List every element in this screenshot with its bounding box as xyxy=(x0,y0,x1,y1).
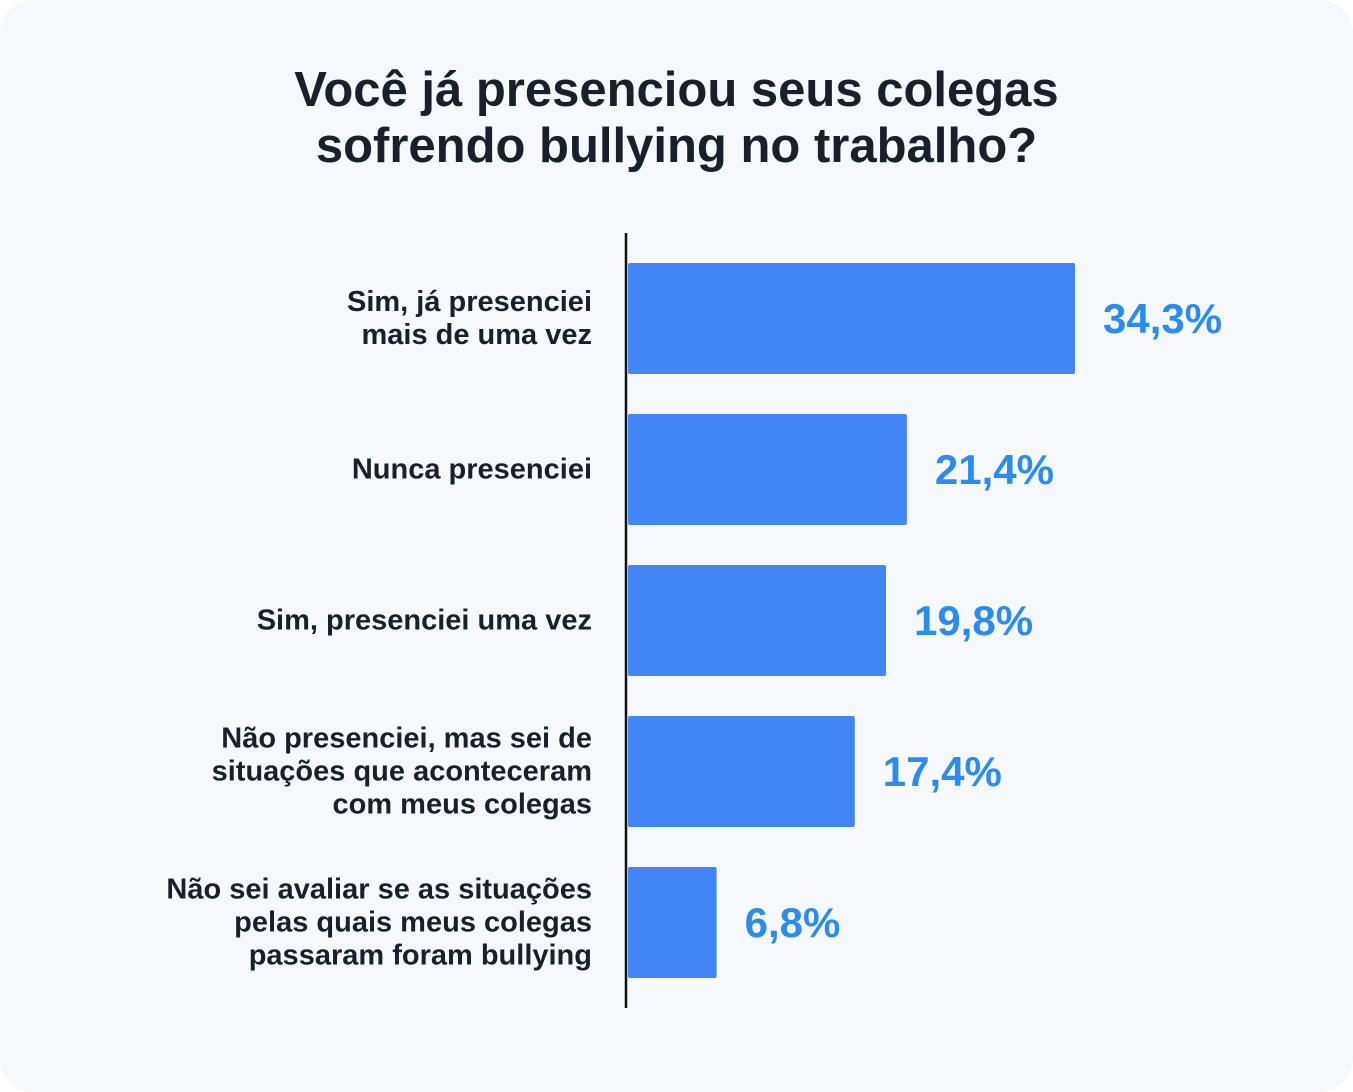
value-label-3: 19,8% xyxy=(914,597,1033,644)
value-label-4: 17,4% xyxy=(883,748,1002,795)
category-label-5-line-2: pelas quais meus colegas xyxy=(234,907,592,939)
chart-title-line-1: Você já presenciou seus colegas xyxy=(294,63,1059,117)
chart-title: Você já presenciou seus colegas sofrendo… xyxy=(0,62,1353,174)
category-label-5-line-1: Não sei avaliar se as situações xyxy=(166,874,592,906)
bar-1 xyxy=(628,263,1075,374)
bar-3 xyxy=(628,565,887,676)
category-label-1-line-2: mais de uma vez xyxy=(362,319,593,351)
bar-2 xyxy=(628,414,907,525)
category-label-1-line-1: Sim, já presenciei xyxy=(347,286,592,318)
bar-4 xyxy=(628,716,855,827)
category-label-3-line-1: Sim, presenciei uma vez xyxy=(257,605,592,637)
category-label-5-line-3: passaram foram bullying xyxy=(249,940,592,972)
category-label-4-line-1: Não presenciei, mas sei de xyxy=(221,723,592,755)
category-label-4-line-2: situações que aconteceram xyxy=(212,756,592,788)
bar-5 xyxy=(628,867,717,978)
category-label-4-line-3: com meus colegas xyxy=(333,789,593,821)
category-label-2-line-1: Nunca presenciei xyxy=(352,454,592,486)
chart-title-line-2: sofrendo bullying no trabalho? xyxy=(315,119,1038,173)
value-label-2: 21,4% xyxy=(935,446,1054,493)
value-label-5: 6,8% xyxy=(745,899,841,946)
value-label-1: 34,3% xyxy=(1103,295,1222,342)
